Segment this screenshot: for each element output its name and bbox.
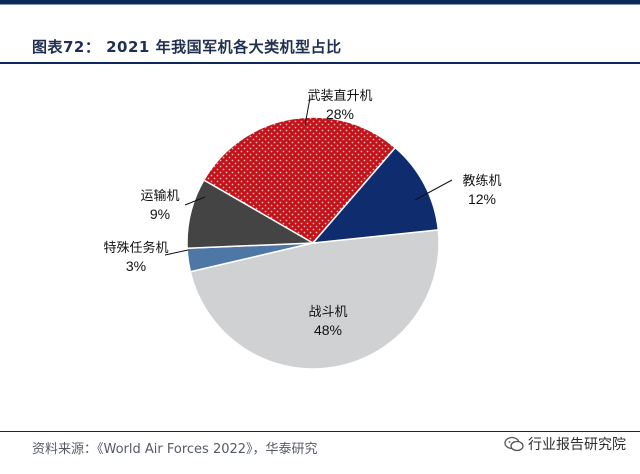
wechat-icon (504, 436, 524, 452)
header-sub-rule (0, 4, 640, 5)
leader-line (164, 249, 189, 256)
slice-value-label: 9% (150, 206, 170, 222)
pie-chart: 战斗机 48% 特殊任务机 3% 运输机 9% 武装直升机 28% 教练机 12% (103, 89, 502, 370)
slice-label: 特殊任务机 (103, 240, 168, 256)
source-rule (0, 431, 640, 432)
watermark: 行业报告研究院 (504, 434, 626, 454)
pie-slice (311, 146, 440, 244)
source-note: 资料来源：《World Air Forces 2022》，华泰研究 (32, 442, 318, 457)
title-rule (0, 62, 640, 64)
pie-slice (202, 116, 397, 244)
pie-slices (186, 116, 440, 370)
watermark-text: 行业报告研究院 (528, 437, 626, 453)
figure-title: 图表72： 2021 年我国军机各大类机型占比 (32, 38, 342, 56)
slice-label: 运输机 (140, 188, 179, 204)
leader-line (304, 97, 311, 126)
slice-value-label: 28% (326, 106, 354, 122)
slice-label: 教练机 (462, 173, 501, 189)
header-top-rule (0, 0, 640, 4)
slice-value-label: 48% (314, 322, 342, 338)
leader-line (184, 196, 206, 206)
slice-label: 武装直升机 (307, 89, 372, 104)
slice-label: 战斗机 (308, 305, 347, 320)
leader-line (414, 179, 453, 201)
slice-value-label: 12% (468, 191, 496, 207)
pie-slice (189, 229, 440, 370)
slice-value-label: 3% (126, 258, 146, 274)
slice-labels: 战斗机 48% 特殊任务机 3% 运输机 9% 武装直升机 28% 教练机 12% (103, 89, 501, 338)
leader-lines (164, 97, 453, 256)
